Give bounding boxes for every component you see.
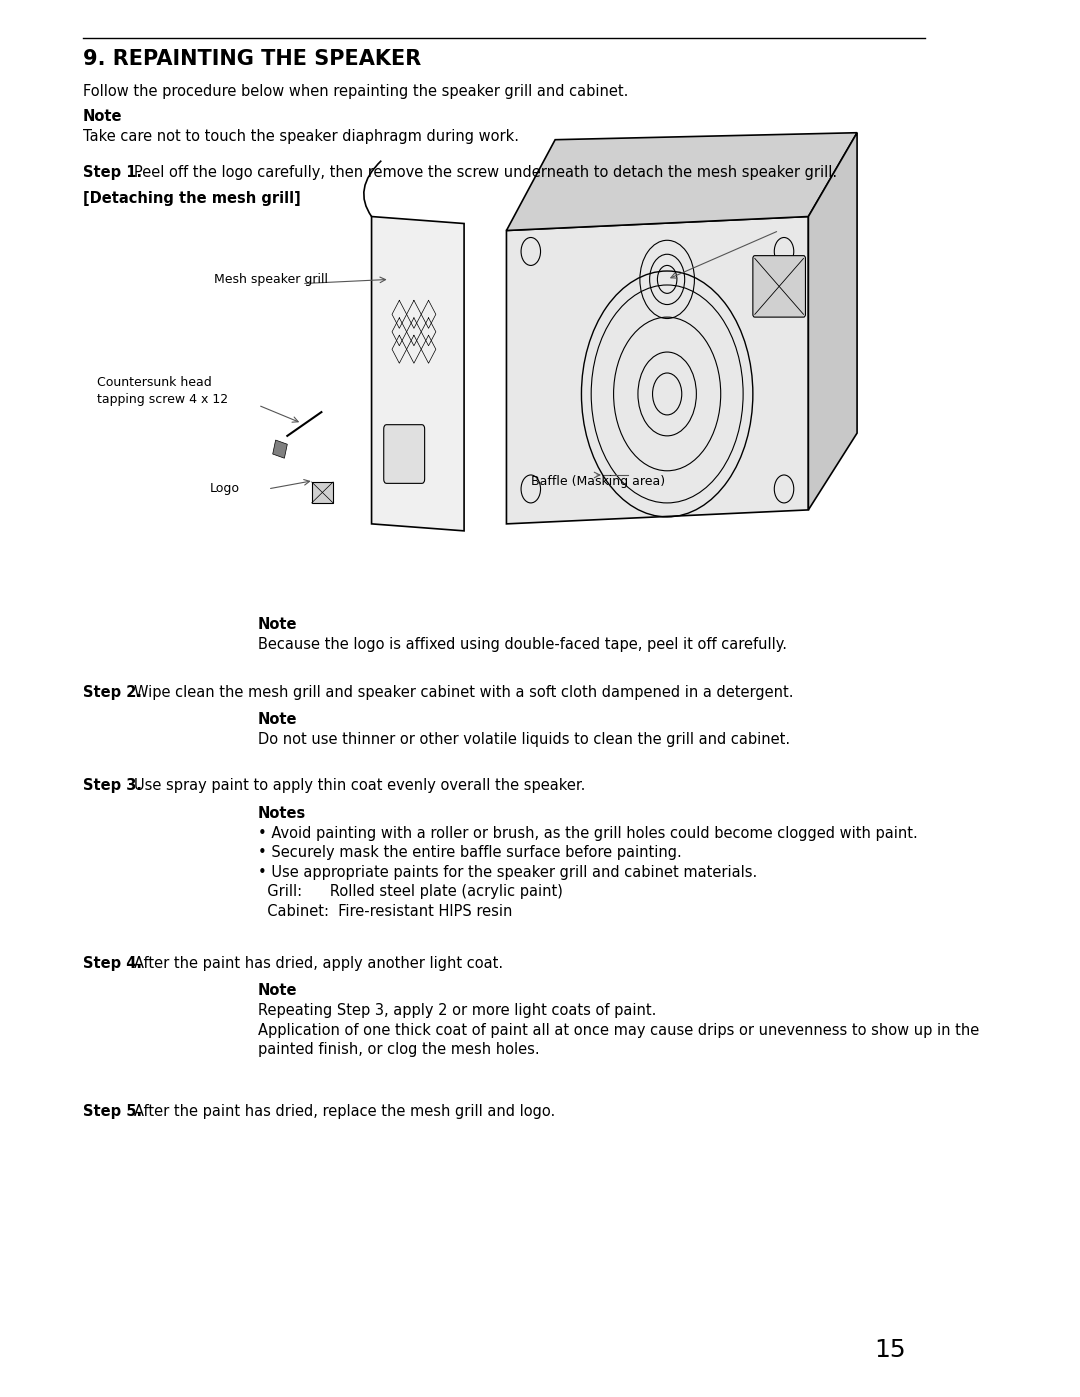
Text: Follow the procedure below when repainting the speaker grill and cabinet.: Follow the procedure below when repainti…	[83, 84, 629, 99]
Text: Wipe clean the mesh grill and speaker cabinet with a soft cloth dampened in a de: Wipe clean the mesh grill and speaker ca…	[134, 685, 794, 700]
Text: Application of one thick coat of paint all at once may cause drips or unevenness: Application of one thick coat of paint a…	[258, 1023, 980, 1038]
Text: • Securely mask the entire baffle surface before painting.: • Securely mask the entire baffle surfac…	[258, 845, 681, 861]
Text: Note: Note	[258, 617, 298, 633]
Text: Step 3.: Step 3.	[83, 778, 141, 793]
Text: 9. REPAINTING THE SPEAKER: 9. REPAINTING THE SPEAKER	[83, 49, 421, 68]
Text: Take care not to touch the speaker diaphragm during work.: Take care not to touch the speaker diaph…	[83, 129, 518, 144]
Text: • Avoid painting with a roller or brush, as the grill holes could become clogged: • Avoid painting with a roller or brush,…	[258, 826, 918, 841]
Polygon shape	[273, 440, 287, 458]
Text: Note: Note	[258, 712, 298, 728]
Text: After the paint has dried, apply another light coat.: After the paint has dried, apply another…	[134, 956, 503, 971]
Text: Step 5.: Step 5.	[83, 1104, 141, 1119]
Text: Step 2.: Step 2.	[83, 685, 141, 700]
Text: Peel off the logo carefully, then remove the screw underneath to detach the mesh: Peel off the logo carefully, then remove…	[134, 165, 837, 180]
Text: Mesh speaker grill: Mesh speaker grill	[214, 272, 328, 286]
Text: 15: 15	[874, 1338, 906, 1362]
Text: Step 4.: Step 4.	[83, 956, 141, 971]
Text: Because the logo is affixed using double-faced tape, peel it off carefully.: Because the logo is affixed using double…	[258, 637, 787, 652]
Text: Countersunk head
tapping screw 4 x 12: Countersunk head tapping screw 4 x 12	[97, 376, 229, 407]
Text: Do not use thinner or other volatile liquids to clean the grill and cabinet.: Do not use thinner or other volatile liq…	[258, 732, 791, 747]
Text: After the paint has dried, replace the mesh grill and logo.: After the paint has dried, replace the m…	[134, 1104, 555, 1119]
Text: Baffle (Masking area): Baffle (Masking area)	[530, 475, 665, 489]
Text: Step 1.: Step 1.	[83, 165, 141, 180]
PathPatch shape	[507, 217, 808, 524]
Text: Notes: Notes	[258, 806, 307, 821]
Text: Grill:      Rolled steel plate (acrylic paint): Grill: Rolled steel plate (acrylic paint…	[258, 884, 563, 900]
Text: Note: Note	[83, 109, 122, 124]
Text: Use spray paint to apply thin coat evenly overall the speaker.: Use spray paint to apply thin coat evenl…	[134, 778, 585, 793]
FancyBboxPatch shape	[753, 256, 806, 317]
Text: Cabinet:  Fire-resistant HIPS resin: Cabinet: Fire-resistant HIPS resin	[258, 904, 513, 919]
Text: • Use appropriate paints for the speaker grill and cabinet materials.: • Use appropriate paints for the speaker…	[258, 865, 757, 880]
Text: [Detaching the mesh grill]: [Detaching the mesh grill]	[83, 191, 300, 207]
Text: painted finish, or clog the mesh holes.: painted finish, or clog the mesh holes.	[258, 1042, 540, 1058]
Text: Logo: Logo	[210, 482, 240, 496]
FancyBboxPatch shape	[383, 425, 424, 483]
Polygon shape	[312, 482, 333, 503]
PathPatch shape	[507, 133, 858, 231]
Text: Repeating Step 3, apply 2 or more light coats of paint.: Repeating Step 3, apply 2 or more light …	[258, 1003, 657, 1018]
Text: Note: Note	[258, 983, 298, 999]
PathPatch shape	[808, 133, 858, 510]
PathPatch shape	[372, 217, 464, 531]
